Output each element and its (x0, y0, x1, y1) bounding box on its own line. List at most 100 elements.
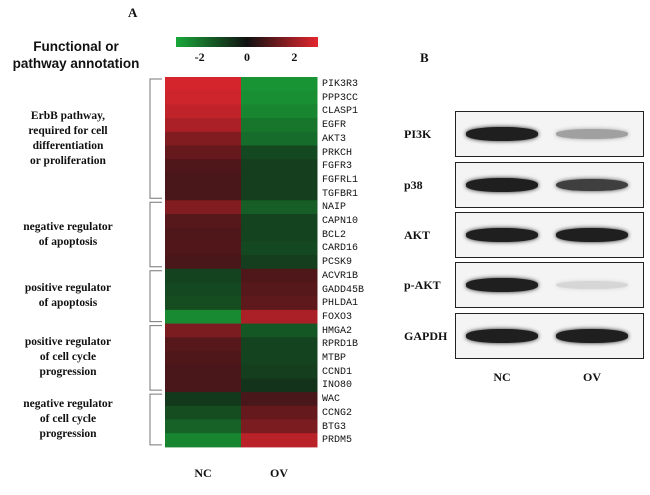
heatmap-cell (241, 90, 318, 105)
gene-label: NAIP (322, 202, 347, 214)
gene-label: PRDM5 (322, 435, 353, 447)
group-label-line: required for cell (28, 124, 108, 137)
heatmap-cell (165, 90, 242, 105)
heatmap-cell (165, 145, 242, 160)
group-label-line: or proliferation (30, 154, 106, 167)
heatmap-cell (165, 405, 242, 420)
group-label-line: progression (39, 366, 97, 379)
heatmap-cell (241, 433, 318, 448)
gene-label: HMGA2 (322, 325, 353, 337)
gene-label: CAPN10 (322, 216, 359, 227)
blot-row (455, 111, 644, 157)
group-bracket (149, 78, 162, 199)
group-label-line: positive regulator (24, 282, 112, 295)
colorbar-tick: 2 (291, 50, 298, 64)
heatmap-cell (165, 241, 242, 256)
group-bracket (149, 201, 162, 268)
group-label-line: negative regulator (23, 220, 113, 233)
group-label: negative regulator of cell cycle progressi… (4, 397, 132, 442)
heatmap-cell (241, 323, 318, 338)
heatmap-cell (165, 131, 242, 146)
blot-row (455, 313, 644, 359)
group-label-line: negative regulator (23, 398, 113, 410)
gene-label: TGFBR1 (322, 188, 359, 200)
annotation-heading: Functional or pathway annotation (2, 38, 150, 72)
group-label-line: differentiation (32, 139, 104, 152)
gene-label: PIK3R3 (322, 79, 359, 90)
heatmap-cell (241, 118, 318, 133)
blot-lane-label: NC (493, 370, 511, 384)
heatmap-cell (165, 104, 242, 119)
heatmap-cell (165, 364, 242, 379)
gene-label: CLASP1 (322, 106, 359, 118)
blot-band (556, 128, 628, 140)
blot-row (455, 162, 644, 208)
colorbar-tick: -2 (194, 50, 205, 64)
heatmap-cell (165, 268, 242, 283)
gene-label: BCL2 (322, 229, 347, 241)
gene-label: AKT3 (322, 133, 347, 145)
heatmap-cell (241, 172, 318, 188)
group-label-line: of apoptosis (38, 297, 98, 310)
heatmap-cell (241, 337, 318, 352)
heatmap-cell (241, 392, 318, 407)
heatmap-cell (241, 405, 318, 420)
heatmap-cell (165, 433, 242, 448)
panel-letter-a: A (128, 5, 138, 20)
heatmap-cell (165, 392, 242, 407)
blot-band (466, 228, 538, 242)
gene-label: INO80 (322, 380, 353, 392)
blot-band (556, 178, 628, 192)
blot-protein-label: GAPDH (404, 329, 448, 343)
blot-row (455, 262, 644, 308)
heatmap-cell (165, 255, 242, 270)
blot-protein-label: p-AKT (404, 278, 441, 292)
group-label-line: of cell cycle (39, 413, 97, 425)
heatmap-cell (241, 296, 318, 311)
heatmap-cell (165, 214, 242, 229)
heatmap-cell (165, 419, 242, 434)
heatmap-cell (165, 337, 242, 352)
heatmap-cell (165, 227, 242, 242)
gene-label: FGFR3 (322, 161, 353, 173)
blot-protein-label: p38 (404, 178, 423, 192)
group-bracket (149, 270, 162, 323)
gene-label: RPRD1B (322, 339, 359, 351)
heatmap-cell (241, 364, 318, 379)
blot-band (556, 228, 628, 242)
heatmap-cell (241, 186, 318, 201)
gene-label: GADD45B (322, 284, 365, 296)
gene-label: CARD16 (322, 243, 359, 255)
gene-label: BTG3 (322, 421, 347, 433)
heatmap-cell (241, 268, 318, 283)
heatmap-cell (165, 159, 242, 174)
group-label-line: progression (39, 428, 97, 440)
group-label: negative regulator of apoptosis (4, 220, 132, 250)
blot-band (556, 280, 628, 290)
blot-band (466, 278, 538, 292)
heatmap-cell (241, 104, 318, 119)
blot-band (556, 329, 628, 343)
heatmap-cell (165, 172, 242, 188)
gene-label: PCSK9 (322, 257, 353, 269)
heatmap-cell (165, 296, 242, 311)
heatmap-cell (241, 282, 318, 297)
blot-lane-label: OV (583, 370, 601, 384)
group-label: positive regulator of apoptosis (4, 281, 132, 311)
heatmap-column-label: NC (194, 466, 212, 480)
heatmap-cell (165, 186, 242, 201)
blot-band (466, 127, 538, 141)
heatmap-cell (165, 77, 242, 92)
blot-row (455, 212, 644, 258)
heatmap-cell (241, 131, 318, 146)
heatmap-cell (241, 77, 318, 92)
gene-label: CCND1 (322, 366, 353, 378)
colorbar (176, 37, 318, 47)
heatmap-cell (165, 309, 242, 325)
gene-label: PRKCH (322, 147, 353, 159)
group-bracket (149, 325, 162, 391)
heatmap-cell (241, 378, 318, 393)
gene-label: EGFR (322, 120, 347, 132)
heatmap-column-label: OV (270, 466, 288, 480)
